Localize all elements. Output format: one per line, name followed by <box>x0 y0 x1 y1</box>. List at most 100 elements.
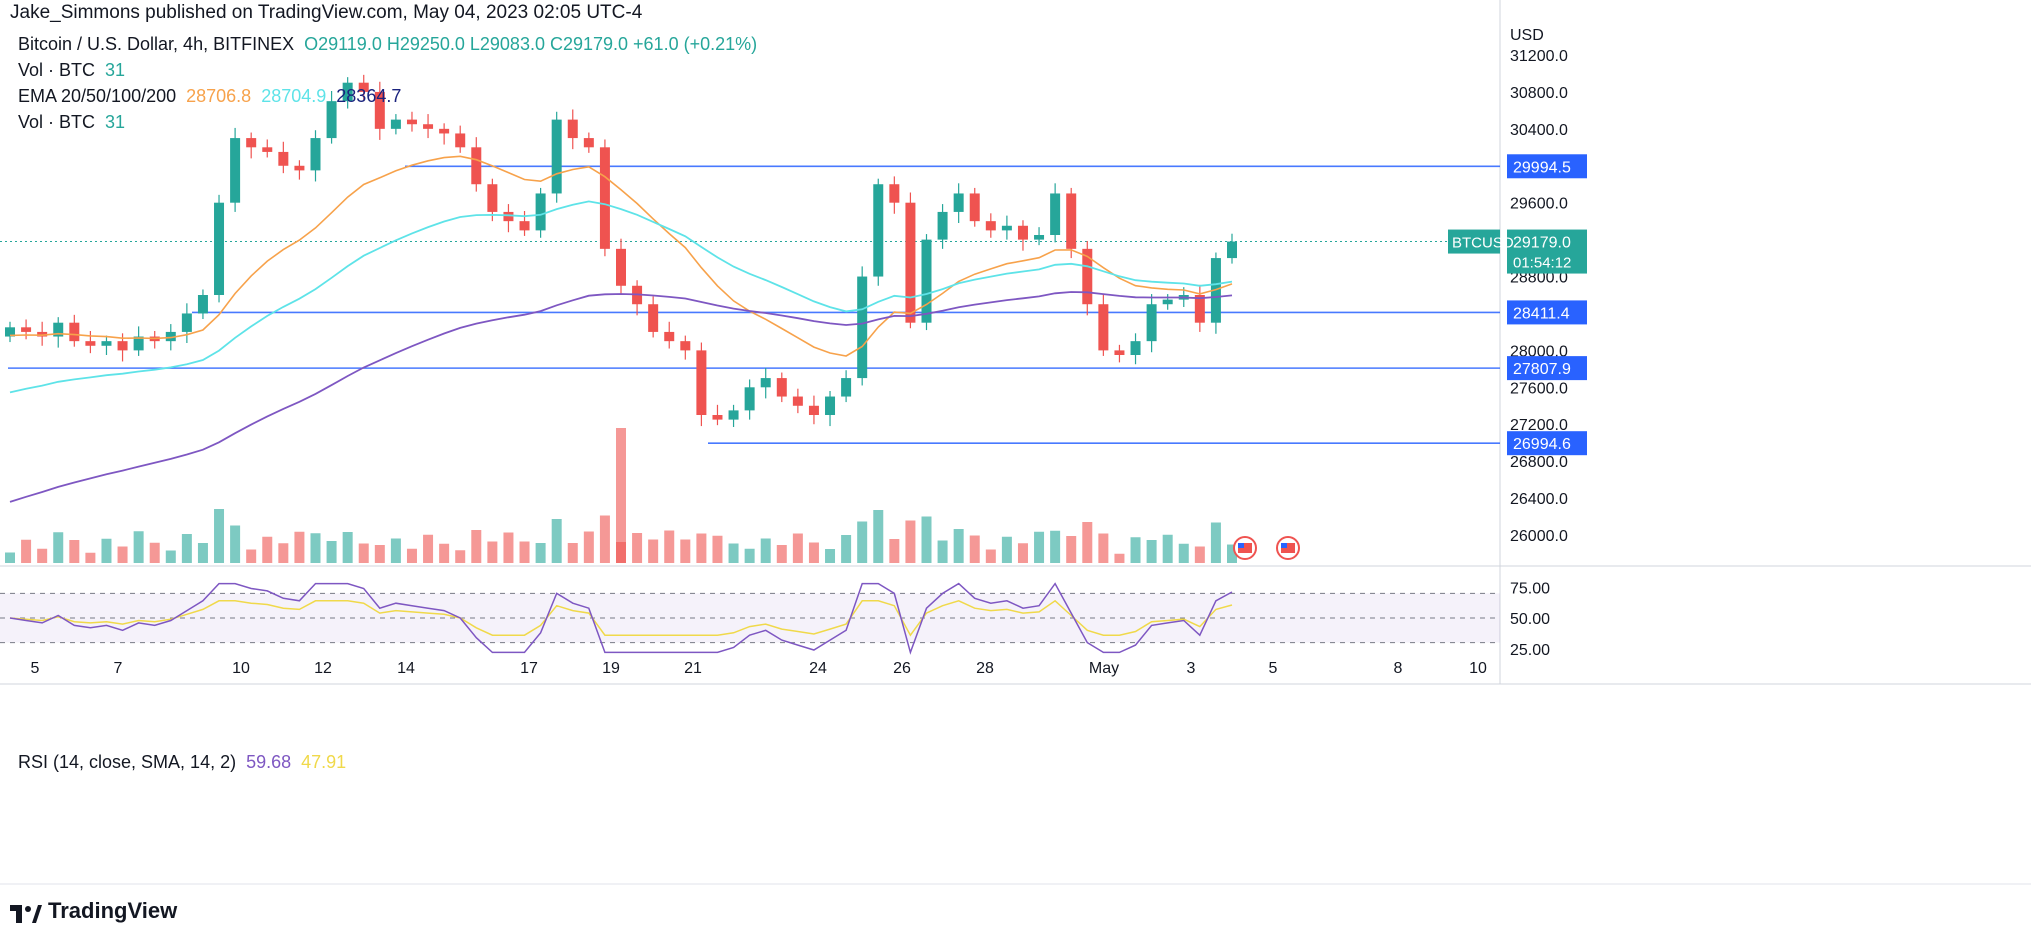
candle-body <box>37 331 48 337</box>
candle-body <box>648 304 659 332</box>
level-badge-label: 29994.5 <box>1513 159 1571 176</box>
volume-bar <box>632 533 643 563</box>
candle-body <box>1050 193 1061 235</box>
price-tick-label: 30800.0 <box>1510 85 1568 102</box>
price-tick-label: 26400.0 <box>1510 491 1568 508</box>
level-badge <box>1507 356 1587 381</box>
candle-body <box>1017 225 1028 240</box>
candle-body <box>985 221 996 231</box>
candle-body <box>181 313 192 332</box>
candle-body <box>969 193 980 222</box>
volume-bar <box>599 515 610 563</box>
candle-body <box>519 221 530 231</box>
candle-body <box>744 387 755 411</box>
level-badge <box>1507 300 1587 325</box>
flag-stripes <box>1238 543 1252 553</box>
price-tick-label: 30400.0 <box>1510 122 1568 139</box>
volume-bar <box>680 539 691 563</box>
candle-body <box>1066 193 1077 249</box>
volume-bar <box>953 529 964 563</box>
volume-bar <box>969 535 980 563</box>
candle-body <box>712 415 723 420</box>
volume-bar <box>1050 530 1061 563</box>
volume-bar <box>85 552 96 563</box>
ema20-value: 28706.8 <box>186 86 252 106</box>
time-tick-label: 5 <box>31 660 40 677</box>
ema-label[interactable]: EMA 20/50/100/200 <box>18 86 177 106</box>
volume-bar <box>278 543 289 563</box>
rsi-label[interactable]: RSI (14, close, SMA, 14, 2) <box>18 752 237 772</box>
candle-body <box>760 378 771 388</box>
rsi-tick-label: 75.00 <box>1510 580 1550 597</box>
candle-body <box>439 128 450 134</box>
volume-bar <box>841 535 852 563</box>
flag-canton <box>1238 543 1244 548</box>
volume-bar <box>664 530 675 563</box>
price-tick-label: 28800.0 <box>1510 270 1568 287</box>
volume-bar <box>69 540 80 563</box>
volume-bar <box>181 534 192 563</box>
time-tick-label: May <box>1089 660 1119 677</box>
price-tick-label: 26800.0 <box>1510 454 1568 471</box>
candle-body <box>503 211 514 222</box>
candle-body <box>85 341 96 346</box>
time-tick-label: 28 <box>976 660 994 677</box>
candle-body <box>342 82 353 102</box>
volume-label[interactable]: Vol · BTC <box>18 60 96 80</box>
symbol-legend: Bitcoin / U.S. Dollar, 4h, BITFINEX O2911… <box>18 34 767 55</box>
candle-body <box>841 378 852 397</box>
price-tick-label: 26000.0 <box>1510 528 1568 545</box>
candle-body <box>583 138 594 148</box>
candle-body <box>423 124 434 129</box>
tradingview-logo[interactable]: TradingView <box>10 898 177 924</box>
level-badge-label: 28411.4 <box>1513 305 1570 322</box>
ohlc-values: O29119.0 H29250.0 L29083.0 C29179.0 +61.… <box>304 34 758 54</box>
symbol-title[interactable]: Bitcoin / U.S. Dollar, 4h, BITFINEX <box>18 34 295 54</box>
rsi-tick-label: 25.00 <box>1510 642 1550 659</box>
candle-body <box>1034 235 1045 240</box>
candle-body <box>214 202 225 295</box>
volume-label-2[interactable]: Vol · BTC <box>18 112 96 132</box>
volume-bar <box>889 539 900 563</box>
volume-bar <box>1034 531 1045 563</box>
ticker-badge <box>1448 229 1500 254</box>
volume-bar <box>937 540 948 563</box>
candle-body <box>117 341 128 351</box>
volume-bar <box>439 543 450 563</box>
rsi-tick-label: 50.00 <box>1510 611 1550 628</box>
volume-bar <box>1162 534 1173 563</box>
volume-bar <box>149 542 160 563</box>
level-badge <box>1507 431 1587 456</box>
volume-bar <box>133 531 144 563</box>
volume-bar <box>503 532 514 563</box>
volume-bar <box>1017 543 1028 563</box>
time-tick-label: 17 <box>520 660 538 677</box>
candle-body <box>873 184 884 277</box>
volume-bar <box>1098 533 1109 563</box>
level-badge <box>1507 154 1587 179</box>
volume-bar <box>1001 536 1012 563</box>
flag-stripes <box>1281 543 1295 553</box>
price-tick-label: 31200.0 <box>1510 48 1568 65</box>
volume-bar <box>1194 546 1205 563</box>
rsi-sma-line <box>9 599 1233 637</box>
time-tick-label: 19 <box>602 660 620 677</box>
candle-body <box>1146 304 1157 342</box>
volume-bar <box>728 543 739 563</box>
candle-body <box>1162 299 1173 305</box>
candle-body <box>825 396 836 415</box>
us-event-flag-icon <box>1233 536 1257 560</box>
candle-body <box>551 119 562 194</box>
candle-body <box>696 350 707 415</box>
volume-bar <box>776 545 787 563</box>
volume-bar <box>792 533 803 563</box>
currency-label: USD <box>1510 27 1544 44</box>
candle-body <box>294 165 305 171</box>
volume-bar <box>857 521 868 563</box>
volume-bar <box>21 539 32 563</box>
candle-body <box>567 119 578 139</box>
candle-body <box>133 336 144 351</box>
volume-bar <box>326 541 337 563</box>
publisher-credit: Jake_Simmons published on TradingView.co… <box>10 2 643 23</box>
